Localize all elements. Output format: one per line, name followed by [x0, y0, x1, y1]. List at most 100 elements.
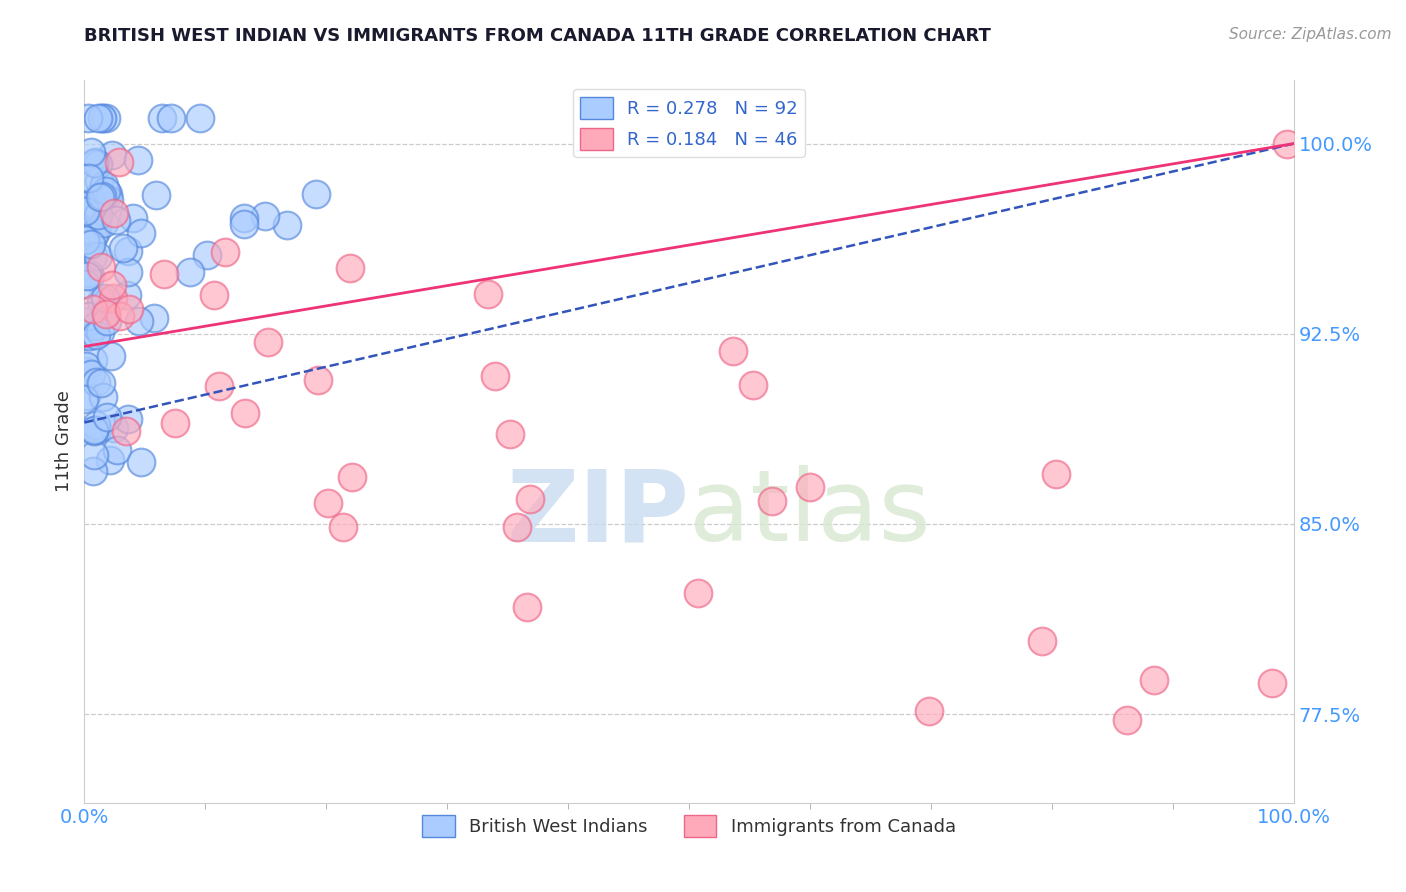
Text: atlas: atlas [689, 466, 931, 562]
Point [90, 376, 112, 390]
Point [90, 294, 112, 309]
Point [80, 145, 103, 159]
Point [94, 184, 117, 198]
Point [112, 241, 135, 255]
Point [93, 216, 115, 230]
Point [94, 112, 117, 126]
Point [103, 421, 125, 435]
Point [73, 392, 96, 407]
Point [214, 245, 236, 260]
Point [761, 494, 783, 508]
Point [1045, 467, 1067, 482]
Text: ZIP: ZIP [506, 466, 689, 562]
Text: Source: ZipAtlas.com: Source: ZipAtlas.com [1229, 27, 1392, 42]
Point [82, 301, 104, 316]
Point [77, 171, 100, 186]
Point [90, 260, 112, 275]
Point [97, 193, 120, 207]
Point [79, 313, 101, 327]
Point [117, 411, 139, 425]
Point [506, 520, 529, 534]
Point [82, 195, 104, 210]
Point [75, 389, 97, 403]
Point [86, 203, 108, 218]
Point [77, 210, 100, 224]
Point [100, 349, 122, 363]
Point [77, 329, 100, 343]
Point [127, 153, 149, 168]
Point [142, 310, 165, 325]
Point [163, 416, 186, 430]
Point [232, 211, 254, 226]
Point [316, 496, 339, 510]
Point [82, 464, 104, 478]
Point [75, 203, 97, 218]
Point [79, 268, 101, 283]
Point [75, 277, 97, 291]
Point [307, 373, 329, 387]
Point [1277, 136, 1299, 151]
Point [129, 455, 152, 469]
Point [305, 187, 328, 202]
Point [77, 310, 100, 324]
Point [1261, 676, 1284, 690]
Point [82, 230, 104, 244]
Point [195, 248, 218, 262]
Point [153, 267, 176, 281]
Point [257, 335, 280, 350]
Legend: British West Indians, Immigrants from Canada: British West Indians, Immigrants from Ca… [415, 808, 963, 845]
Point [179, 265, 201, 279]
Text: BRITISH WEST INDIAN VS IMMIGRANTS FROM CANADA 11TH GRADE CORRELATION CHART: BRITISH WEST INDIAN VS IMMIGRANTS FROM C… [84, 27, 991, 45]
Point [101, 148, 124, 162]
Point [519, 491, 541, 506]
Point [129, 226, 152, 240]
Point [742, 377, 765, 392]
Point [87, 112, 110, 126]
Point [118, 301, 141, 316]
Point [723, 344, 745, 359]
Point [117, 265, 139, 279]
Point [98, 453, 121, 467]
Point [103, 206, 125, 220]
Point [83, 154, 105, 169]
Point [122, 211, 145, 225]
Point [76, 202, 98, 217]
Point [117, 244, 139, 258]
Point [84, 318, 107, 333]
Point [93, 178, 115, 192]
Point [499, 427, 522, 442]
Point [96, 410, 118, 425]
Point [87, 157, 110, 171]
Point [76, 112, 98, 126]
Point [84, 327, 107, 342]
Point [87, 249, 110, 263]
Point [105, 443, 128, 458]
Point [82, 249, 104, 263]
Point [76, 268, 98, 283]
Point [150, 112, 173, 126]
Point [799, 480, 821, 494]
Point [332, 520, 354, 534]
Point [75, 233, 97, 247]
Point [86, 423, 108, 437]
Point [75, 364, 97, 378]
Point [87, 209, 110, 223]
Point [233, 406, 256, 420]
Point [159, 112, 181, 126]
Point [1031, 634, 1053, 648]
Point [108, 309, 131, 323]
Point [80, 198, 103, 212]
Point [188, 112, 211, 126]
Point [84, 417, 107, 432]
Point [77, 266, 100, 280]
Point [202, 287, 225, 301]
Point [89, 189, 111, 203]
Point [94, 291, 117, 305]
Point [91, 189, 114, 203]
Point [86, 221, 108, 235]
Point [80, 237, 103, 252]
Point [96, 313, 118, 327]
Point [87, 174, 110, 188]
Point [276, 218, 298, 232]
Point [83, 424, 105, 438]
